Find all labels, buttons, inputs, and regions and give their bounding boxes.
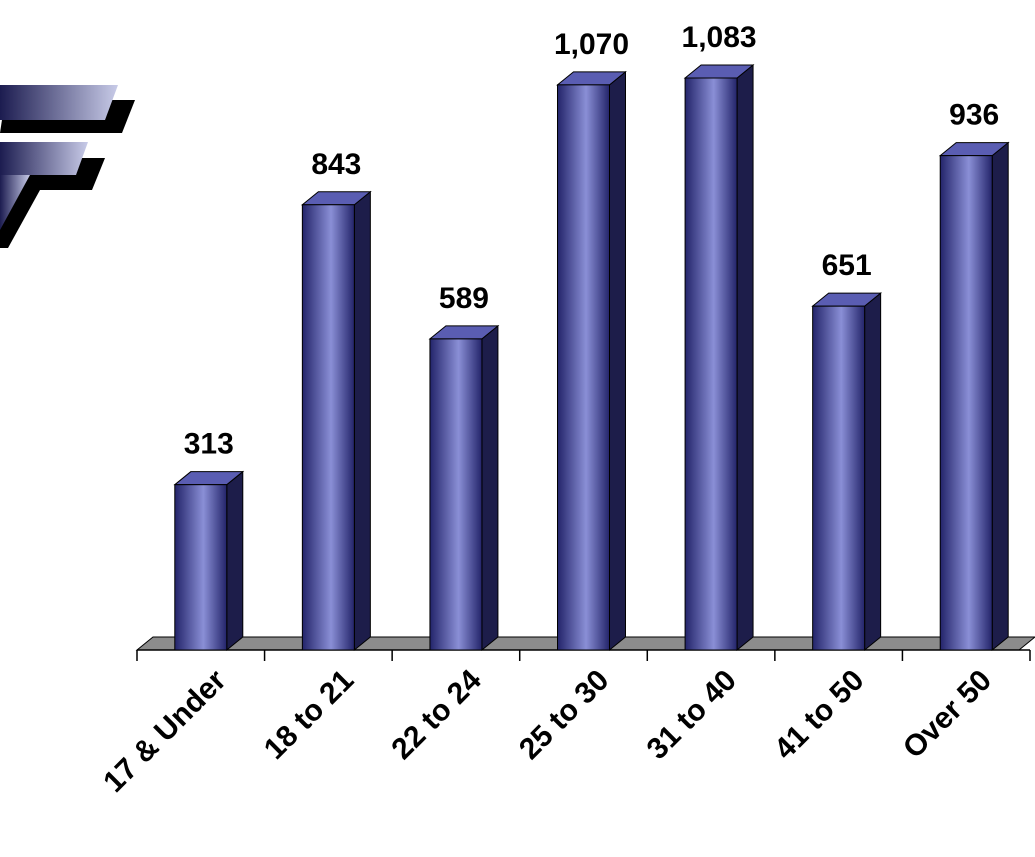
data-label: 651 [822, 249, 872, 282]
bar [300, 190, 372, 652]
x-tick-label: 17 & Under [97, 663, 233, 799]
x-tick-label: 22 to 24 [385, 663, 488, 766]
x-axis [136, 649, 1031, 661]
data-label: 1,070 [554, 28, 629, 61]
data-label: 589 [439, 282, 489, 315]
bar-side-face [609, 70, 626, 652]
data-label: 843 [311, 148, 361, 181]
bar [428, 324, 500, 652]
bar [811, 292, 883, 652]
category-labels: 17 & Under 18 to 21 22 to 24 25 to 30 31 to … [97, 663, 998, 799]
x-tick-label: 31 to 40 [641, 664, 743, 766]
bar [938, 141, 1010, 652]
bar-front-face [557, 84, 610, 651]
bar [173, 470, 245, 652]
x-tick-label: 41 to 50 [768, 664, 870, 766]
x-tick-label: Over 50 [897, 664, 998, 765]
data-label: 1,083 [682, 21, 757, 54]
bar-side-face [226, 470, 244, 652]
bar-front-face [429, 338, 483, 651]
data-label: 313 [184, 428, 234, 461]
bar [683, 63, 755, 652]
bar-front-face [812, 305, 866, 651]
bar-front-face [684, 77, 738, 651]
bar [556, 70, 627, 652]
bar-side-face [736, 63, 754, 652]
data-label: 936 [949, 99, 999, 132]
bar-side-face [481, 324, 499, 652]
x-tick-label: 18 to 21 [258, 664, 360, 766]
bar-front-face [174, 484, 228, 651]
bar-side-face [864, 292, 882, 652]
value-labels: 313 843 589 1,070 1,083 651 936 [184, 21, 999, 461]
stylized-f-logo-icon [0, 85, 135, 248]
bar-side-face [991, 141, 1009, 652]
bar-front-face [939, 155, 993, 651]
bars [173, 63, 1010, 652]
x-tick-label: 25 to 30 [513, 664, 615, 766]
bar-side-face [353, 190, 371, 652]
bar-front-face [301, 204, 355, 651]
